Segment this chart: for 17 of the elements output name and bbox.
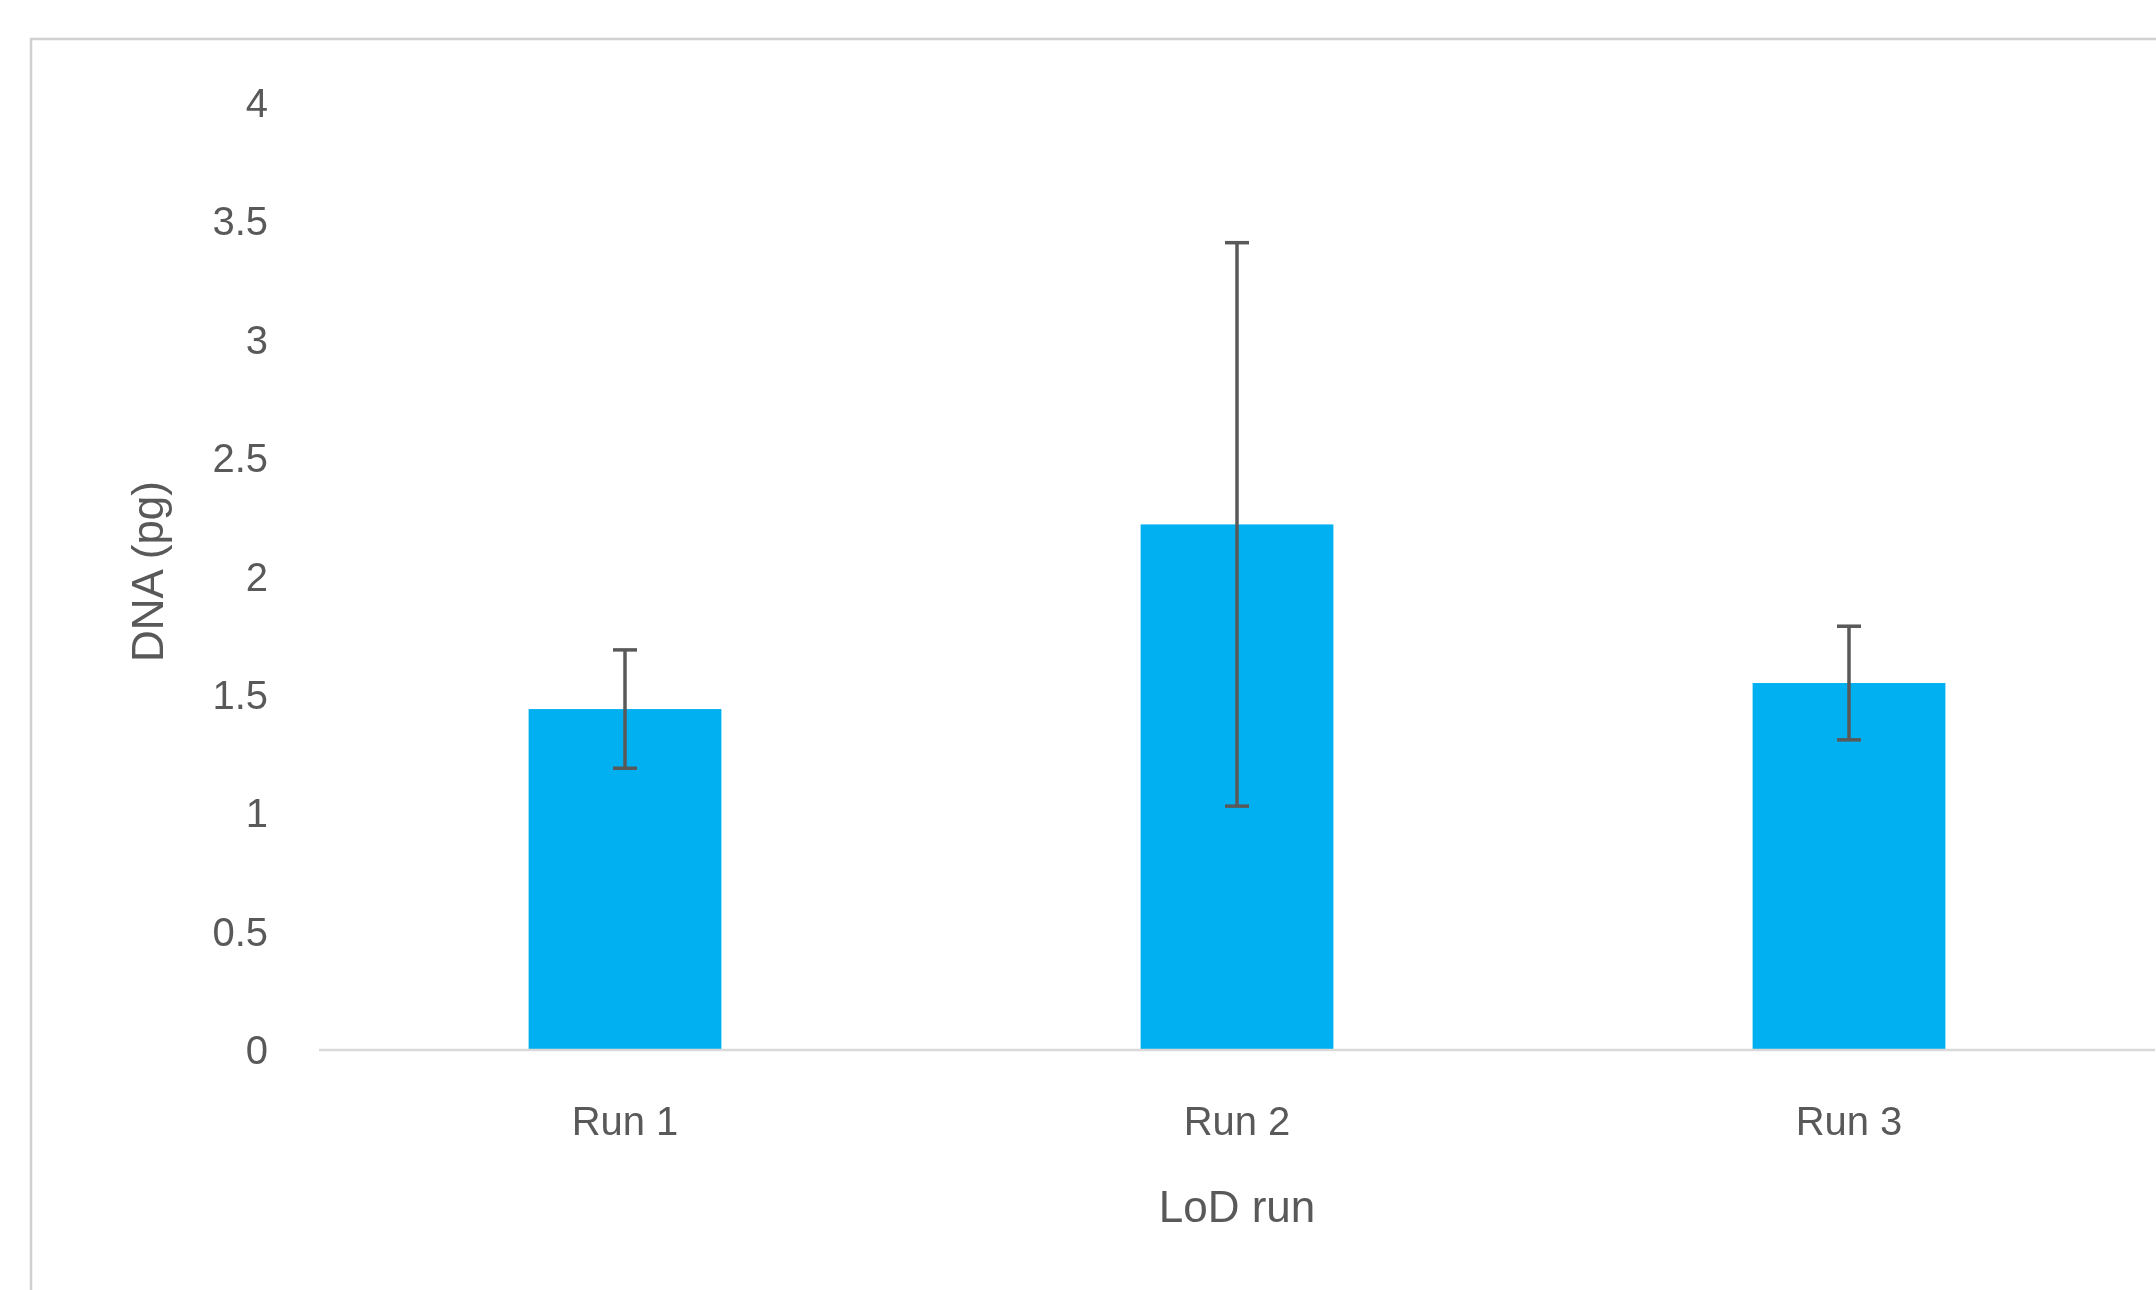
y-tick-label: 3.5	[212, 199, 268, 244]
y-tick-label: 4	[245, 81, 268, 125]
x-tick-label: Run 1	[571, 1099, 679, 1143]
y-tick-label: 0	[245, 1028, 268, 1072]
y-tick-label: 0.5	[212, 909, 268, 954]
y-tick-label: 3	[245, 317, 268, 362]
bar	[528, 709, 722, 1050]
x-axis-title: LoD run	[1158, 1182, 1316, 1231]
y-tick-label: 2.5	[212, 436, 268, 481]
y-axis-title: DNA (pg)	[123, 481, 172, 662]
y-tick-label: 1	[245, 791, 268, 836]
y-tick-label: 1.5	[212, 672, 268, 717]
x-tick-label: Run 3	[1795, 1099, 1903, 1143]
y-tick-label: 2	[245, 554, 268, 599]
bar	[1752, 683, 1946, 1050]
bar	[1140, 524, 1334, 1050]
x-tick-label: Run 2	[1183, 1099, 1291, 1143]
